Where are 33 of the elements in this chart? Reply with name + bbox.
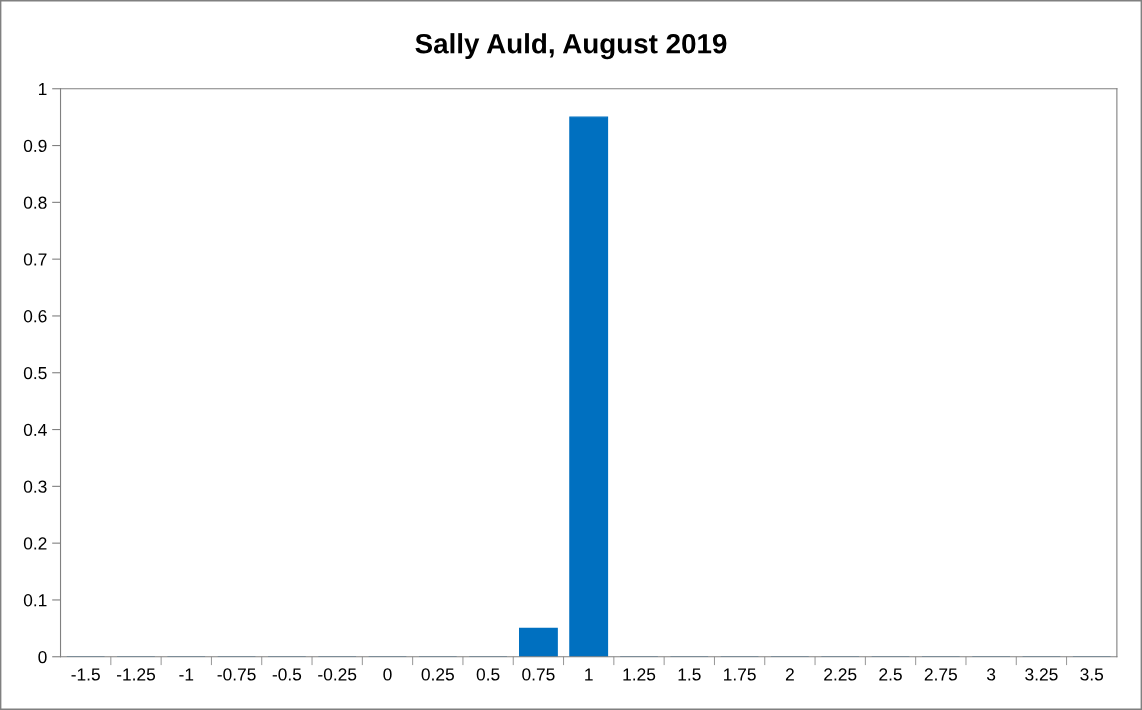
x-tick-label: -1.5 bbox=[71, 668, 100, 681]
x-tick-label: 0.75 bbox=[522, 668, 555, 681]
y-tick-label: 0.2 bbox=[23, 537, 47, 550]
y-tick-label: 0.5 bbox=[23, 366, 47, 380]
x-tick-label: 3.25 bbox=[1025, 668, 1058, 681]
x-tick-label: 0 bbox=[383, 668, 392, 681]
x-tick-label: 2.25 bbox=[824, 668, 857, 681]
x-tick-label: 3.5 bbox=[1080, 668, 1104, 681]
y-tick-label: 0.3 bbox=[23, 480, 47, 493]
y-tick-label: 0.1 bbox=[23, 594, 47, 607]
x-tick-label: 1.5 bbox=[678, 668, 701, 681]
y-tick-label: 0 bbox=[38, 650, 47, 664]
x-tick-label: 2.75 bbox=[924, 668, 957, 681]
x-tick-label: -0.75 bbox=[217, 668, 256, 681]
y-tick-label: 0.8 bbox=[23, 196, 47, 209]
x-tick-label: -0.25 bbox=[318, 668, 357, 681]
x-tick-label: 2.5 bbox=[879, 668, 902, 681]
y-tick-label: 1 bbox=[39, 83, 47, 96]
chart-title: Sally Auld, August 2019 bbox=[415, 33, 727, 60]
x-tick-label: 0.25 bbox=[421, 668, 454, 681]
y-tick-label: 0.9 bbox=[23, 139, 47, 153]
y-tick-label: 0.6 bbox=[23, 310, 47, 323]
x-tick-label: 3 bbox=[986, 668, 996, 681]
x-tick-label: 1.25 bbox=[623, 668, 656, 681]
x-tick-label: -0.5 bbox=[272, 668, 302, 681]
y-tick-label: 0.4 bbox=[23, 423, 47, 437]
x-tick-label: -1 bbox=[179, 668, 194, 681]
x-tick-label: 2 bbox=[785, 668, 794, 681]
x-tick-label: -1.25 bbox=[116, 668, 156, 681]
x-tick-label: 1.75 bbox=[724, 668, 756, 681]
y-tick-label: 0.7 bbox=[23, 253, 47, 266]
x-tick-label: 0.5 bbox=[476, 668, 500, 681]
x-tick-label: 1 bbox=[585, 668, 593, 681]
